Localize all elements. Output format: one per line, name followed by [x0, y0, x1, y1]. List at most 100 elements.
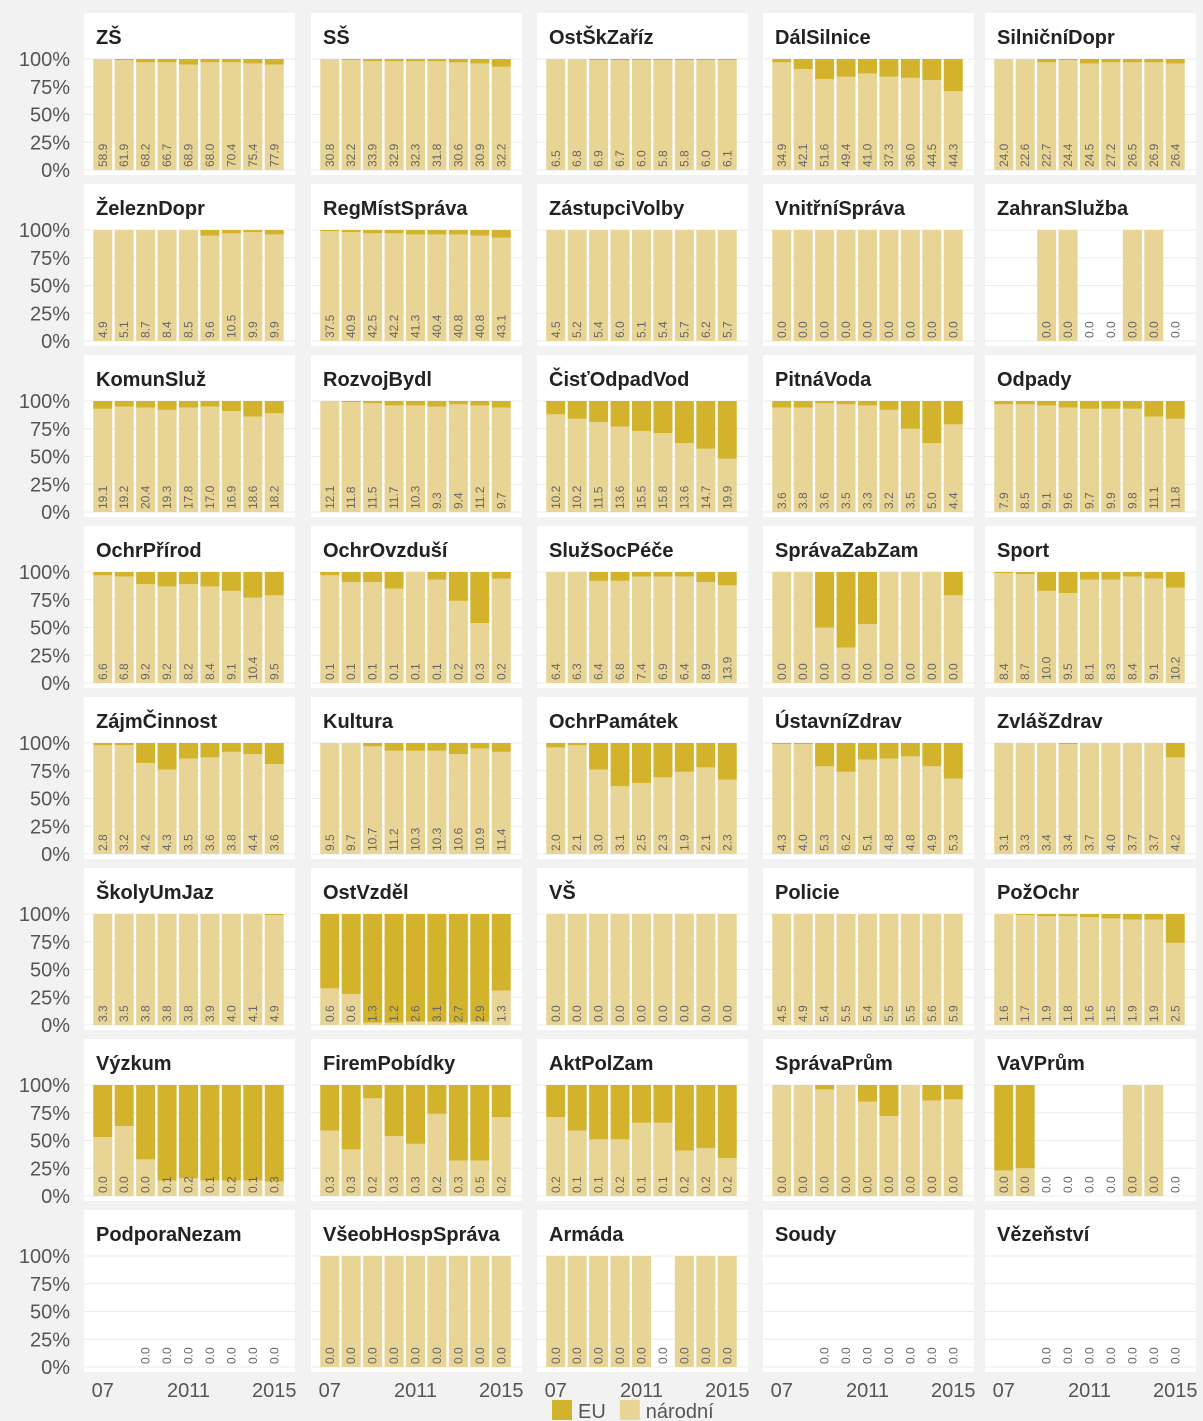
bar-eu [427, 572, 447, 580]
bar-narodni [836, 771, 856, 854]
value-label: 6.8 [570, 150, 584, 167]
bar-eu [858, 743, 877, 760]
bar-narodni [653, 230, 673, 341]
bar-narodni [632, 1122, 651, 1196]
bar-narodni [589, 60, 609, 170]
bar-eu [567, 401, 587, 419]
bar-eu [589, 401, 609, 423]
bar-narodni [674, 771, 694, 854]
value-label: 0.0 [925, 663, 939, 680]
value-label: 44.5 [925, 143, 939, 167]
legend-label: národní [646, 1401, 714, 1421]
value-label: 32.3 [409, 143, 423, 167]
value-label: 68.0 [203, 143, 217, 167]
bar-eu [632, 1085, 651, 1123]
value-label: 24.4 [1061, 143, 1075, 167]
bar-narodni [696, 1256, 716, 1367]
value-label: 3.8 [160, 1005, 174, 1022]
bar-narodni [157, 230, 177, 341]
bar-eu [610, 572, 630, 581]
bar-eu [264, 572, 284, 596]
y-tick-label: 25% [30, 816, 70, 838]
value-label: 26.5 [1125, 143, 1139, 167]
bar-narodni [179, 758, 198, 854]
value-label: 0.0 [861, 1176, 875, 1193]
value-label: 8.7 [139, 321, 153, 338]
bar-narodni [448, 1160, 468, 1196]
value-label: 8.5 [182, 321, 196, 338]
bar-narodni [427, 750, 447, 854]
bar-narodni [653, 60, 673, 170]
value-label: 0.1 [246, 1176, 260, 1193]
bar-narodni [567, 1130, 587, 1196]
bar-narodni [696, 914, 716, 1025]
bar-narodni [320, 1256, 340, 1367]
bar-eu [696, 401, 716, 449]
bar-eu [341, 401, 361, 403]
legend-swatch [619, 1400, 640, 1420]
value-label: 9.5 [323, 834, 337, 851]
bar-narodni [136, 762, 156, 854]
value-label: 0.0 [1104, 1347, 1118, 1364]
bar-eu [696, 572, 716, 582]
value-label: 4.3 [160, 834, 174, 851]
value-label: 0.2 [430, 1176, 444, 1193]
value-label: 3.0 [592, 834, 606, 851]
bar-narodni [879, 758, 899, 854]
bar-eu [243, 1085, 263, 1181]
x-tick-label: 2015 [252, 1380, 297, 1402]
value-label: 11.5 [592, 486, 606, 509]
panel-title: Soudy [775, 1224, 837, 1246]
bar-eu [696, 1085, 716, 1149]
value-label: 4.1 [246, 1005, 260, 1022]
bar-eu [1165, 743, 1185, 758]
panel-title: ČisťOdpadVod [549, 367, 689, 391]
bar-narodni [320, 1130, 340, 1196]
bar-narodni [1080, 63, 1099, 170]
bar-eu [653, 401, 673, 434]
bar-narodni [922, 230, 942, 341]
value-label: 37.5 [323, 314, 337, 338]
value-label: 0.2 [366, 1176, 380, 1193]
bar-narodni [674, 230, 694, 341]
bar-narodni [836, 230, 856, 341]
bar-narodni [772, 62, 792, 170]
bar-narodni [1080, 579, 1099, 683]
bar-eu [994, 572, 1014, 574]
y-tick-label: 25% [30, 1158, 70, 1180]
bar-narodni [943, 595, 963, 683]
value-label: 0.2 [494, 1176, 508, 1193]
y-tick-label: 100% [19, 733, 70, 755]
bar-eu [243, 572, 263, 598]
bar-eu [653, 572, 673, 577]
bar-eu [546, 1085, 566, 1118]
bar-narodni [858, 73, 877, 170]
bar-narodni [900, 756, 920, 854]
bar-eu [632, 743, 651, 783]
bar-narodni [1165, 63, 1185, 170]
bar-narodni [1101, 918, 1121, 1025]
value-label: 1.8 [1061, 1005, 1075, 1022]
bar-narodni [696, 1148, 716, 1196]
bar-eu [858, 59, 877, 74]
value-label: 3.1 [613, 834, 627, 851]
panel [763, 1210, 974, 1372]
bar-eu [406, 401, 425, 406]
bar-narodni [717, 458, 737, 512]
bar-eu [1101, 401, 1121, 409]
bar-narodni [406, 1143, 425, 1196]
bar-narodni [589, 769, 609, 854]
bar-narodni [879, 1116, 899, 1196]
x-tick-label: 2015 [931, 1380, 976, 1402]
x-tick-label: 2015 [705, 1380, 750, 1402]
value-label: 3.6 [775, 492, 789, 509]
bar-eu [717, 572, 737, 586]
bar-eu [448, 1085, 468, 1161]
value-label: 11.7 [387, 486, 401, 509]
y-tick-label: 50% [30, 276, 70, 298]
panel-title: ZástupciVolby [549, 198, 685, 220]
bar-narodni [589, 230, 609, 341]
bar-narodni [384, 1256, 404, 1367]
bar-narodni [793, 230, 813, 341]
value-label: 0.3 [451, 1176, 465, 1193]
